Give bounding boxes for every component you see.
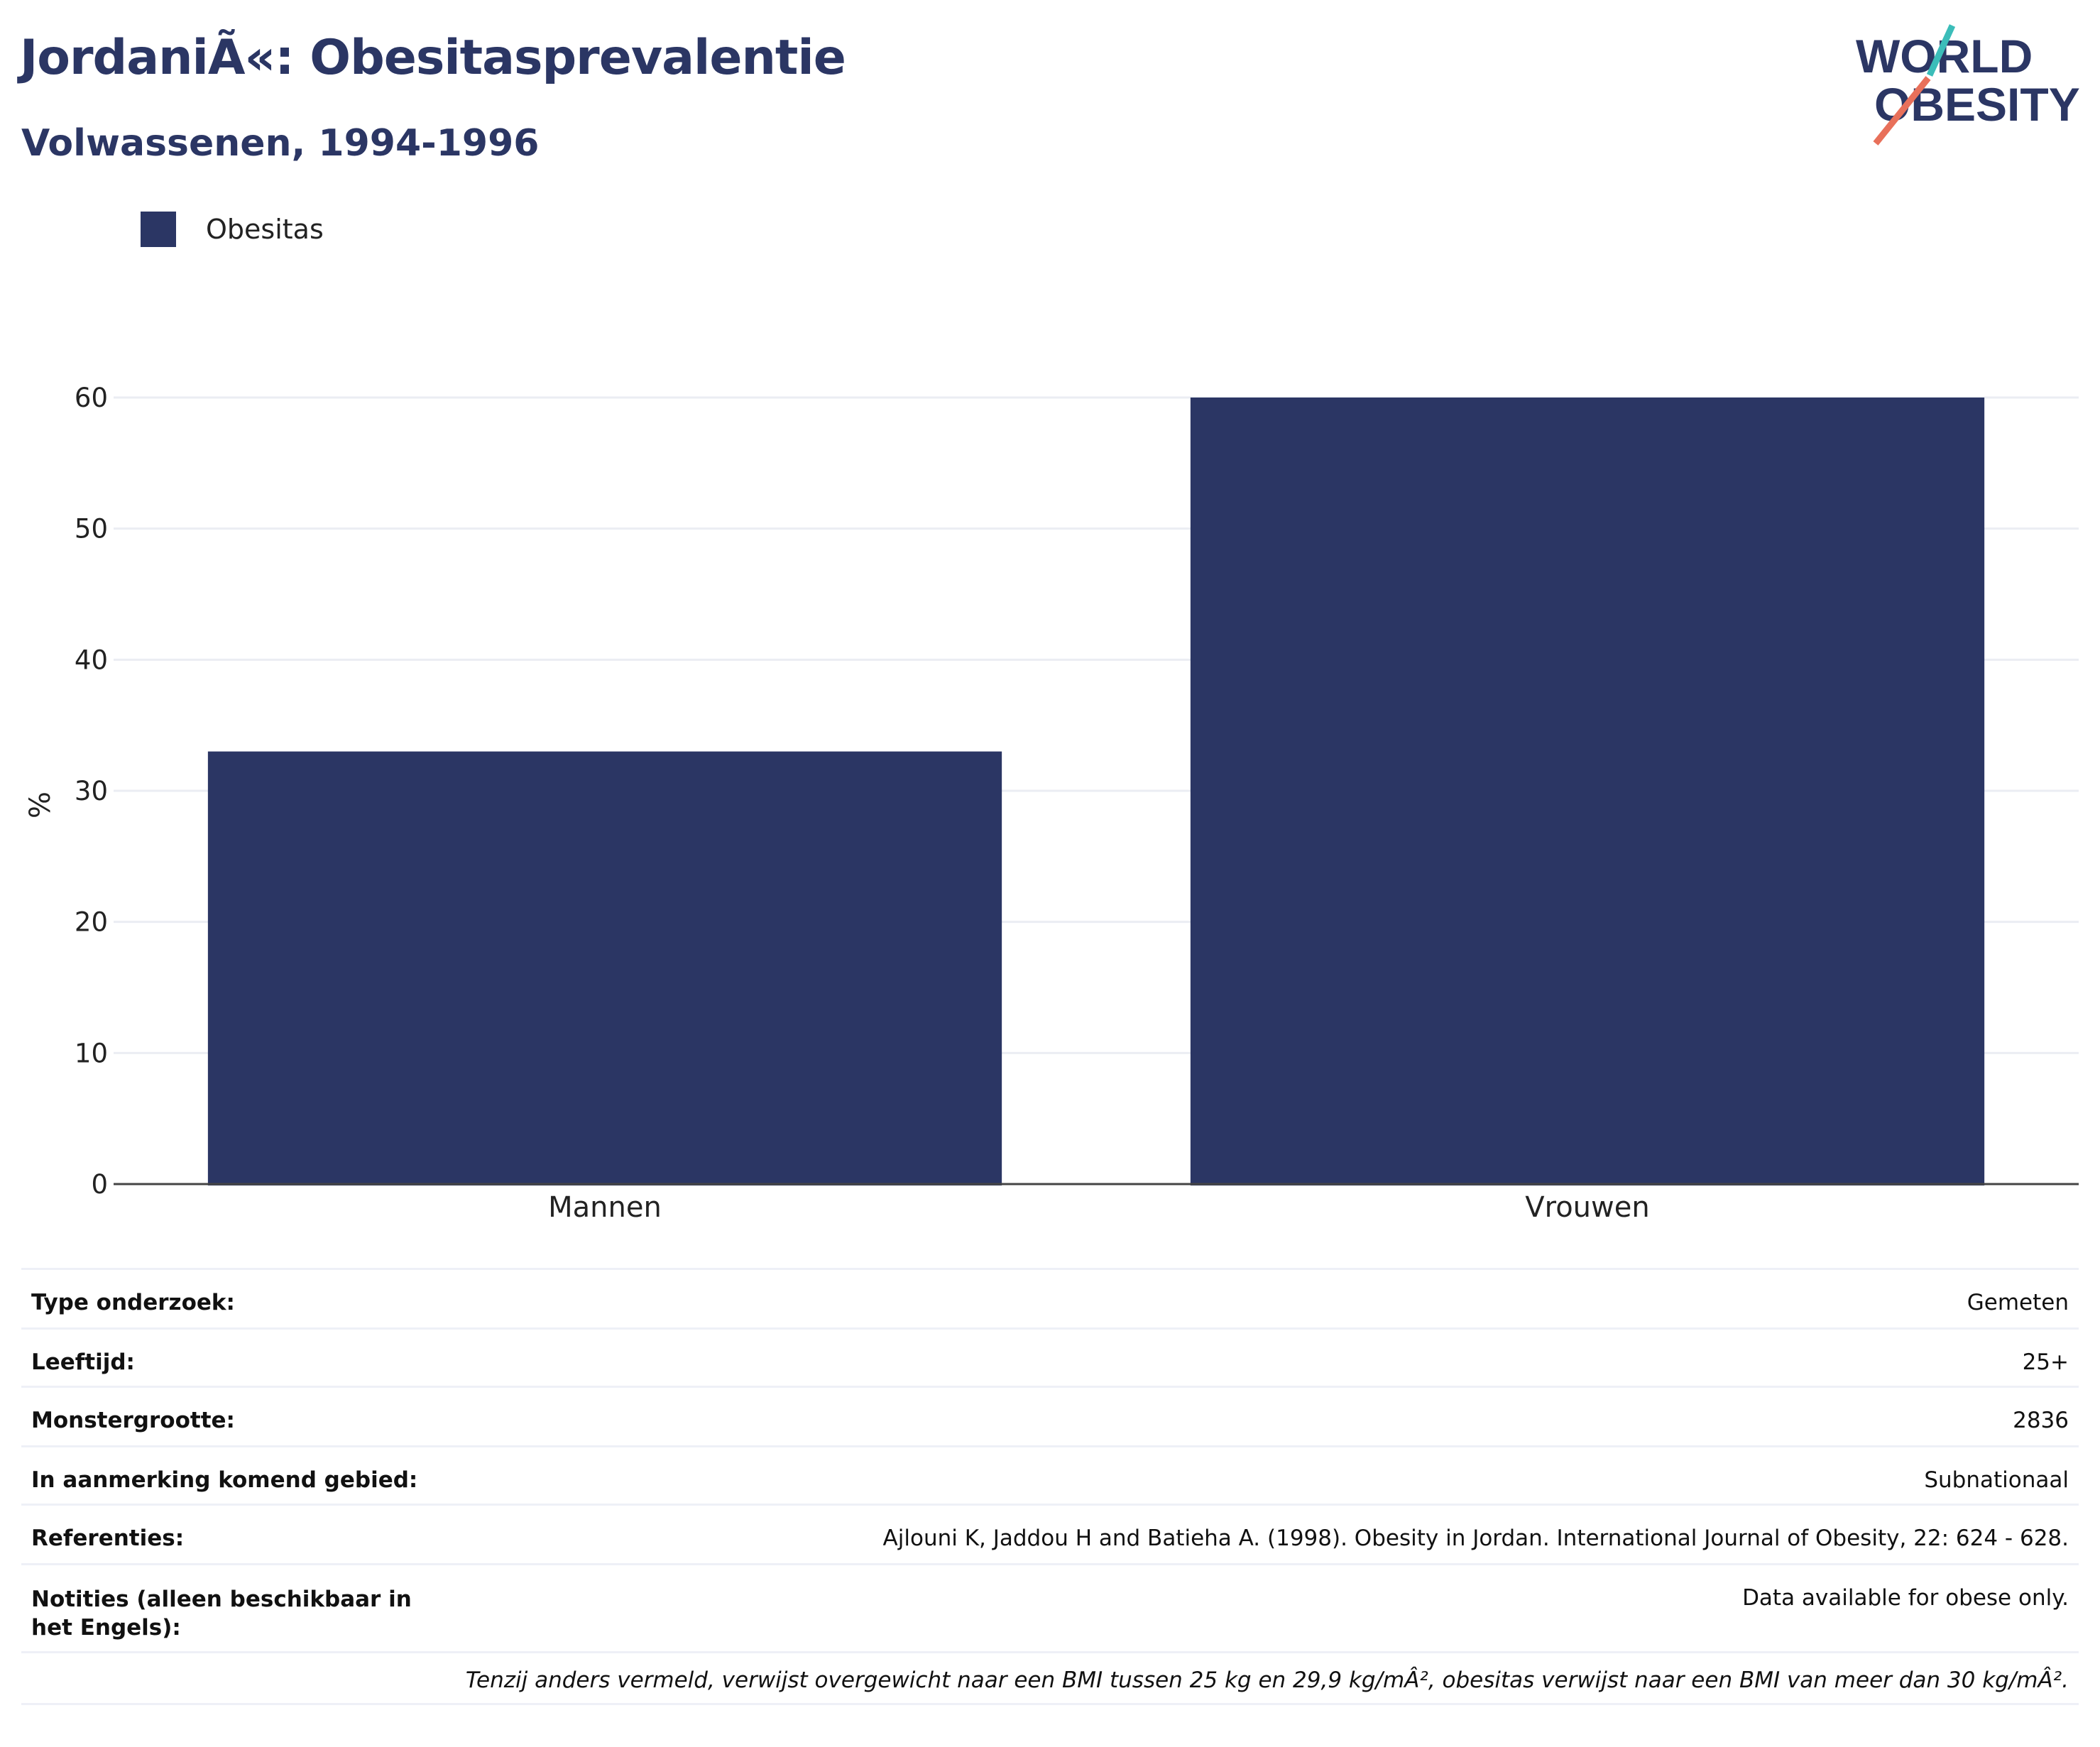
- info-row-label: Referenties:: [31, 1526, 185, 1551]
- bar-chart: 0 10 20 30 40 50 60 Mannen Vrouwen %: [24, 383, 2079, 1224]
- legend-label: Obesitas: [206, 214, 324, 245]
- info-row-value: 2836: [2013, 1408, 2069, 1433]
- y-tick-label: 30: [75, 776, 108, 806]
- y-tick-label: 40: [75, 645, 108, 675]
- bars: [207, 398, 1985, 1185]
- info-row: Leeftijd: 25+: [21, 1327, 2079, 1386]
- y-tick-label: 50: [75, 514, 108, 544]
- info-row: Monstergrootte: 2836: [21, 1386, 2079, 1445]
- y-axis-label: %: [24, 792, 57, 818]
- page-subtitle: Volwassenen, 1994-1996: [21, 122, 540, 165]
- bar: [207, 751, 1002, 1185]
- info-row: In aanmerking komend gebied: Subnationaal: [21, 1445, 2079, 1504]
- info-table: Type onderzoek: Gemeten Leeftijd: 25+ Monste…: [21, 1268, 2079, 1705]
- y-tick-label: 20: [75, 907, 108, 938]
- page-title: JordaniÃ«: Obesitasprevalentie: [20, 30, 846, 86]
- logo-slash-bottom: [1873, 76, 1931, 146]
- info-row-label: Monstergrootte:: [31, 1408, 235, 1433]
- y-tick-label: 10: [75, 1038, 108, 1068]
- info-row-value: 25+: [2022, 1349, 2069, 1375]
- y-tick-labels: 0 10 20 30 40 50 60: [75, 383, 108, 1200]
- info-row-label: In aanmerking komend gebied:: [31, 1467, 418, 1493]
- bar: [1190, 398, 1985, 1185]
- x-tick-label: Vrouwen: [1525, 1191, 1649, 1224]
- chart-legend: Obesitas: [141, 212, 324, 247]
- info-row-label: Leeftijd:: [31, 1349, 135, 1375]
- info-row: Type onderzoek: Gemeten: [21, 1268, 2079, 1327]
- info-row-value: Gemeten: [1967, 1290, 2069, 1315]
- x-tick-labels: Mannen Vrouwen: [548, 1191, 1650, 1224]
- info-row-label: Notities (alleen beschikbaar in het Enge…: [31, 1587, 412, 1641]
- y-tick-label: 0: [91, 1169, 108, 1200]
- info-row-value: Data available for obese only.: [1742, 1585, 2069, 1611]
- footnote: Tenzij anders vermeld, verwijst overgewi…: [21, 1651, 2079, 1705]
- legend-swatch: [141, 212, 176, 247]
- info-row: Referenties: Ajlouni K, Jaddou H and Bati…: [21, 1504, 2079, 1563]
- info-row-label: Type onderzoek:: [31, 1290, 235, 1315]
- x-tick-label: Mannen: [548, 1191, 662, 1224]
- info-row-value: Subnationaal: [1924, 1467, 2069, 1493]
- logo-slash-top: [1926, 24, 1956, 77]
- y-tick-label: 60: [75, 383, 108, 413]
- world-obesity-logo: WORLD OBESITY: [1856, 24, 2080, 146]
- info-row: Notities (alleen beschikbaar in het Enge…: [21, 1563, 2079, 1651]
- info-row-value: Ajlouni K, Jaddou H and Batieha A. (1998…: [882, 1526, 2069, 1551]
